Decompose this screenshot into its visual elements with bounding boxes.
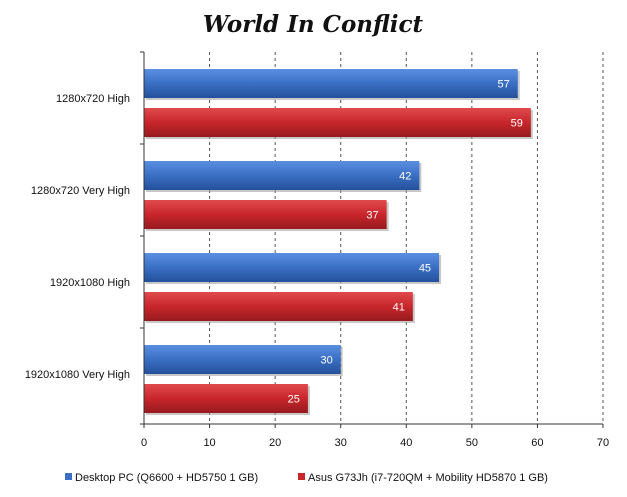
x-tick-label: 60	[531, 437, 543, 449]
bar-series-1	[144, 345, 341, 374]
legend-swatch	[65, 473, 72, 480]
legend-label: Asus G73Jh (i7-720QM + Mobility HD5870 1…	[308, 472, 548, 484]
x-tick-label: 20	[269, 437, 281, 449]
bar-series-2	[144, 108, 531, 137]
bar-series-2	[144, 200, 387, 229]
x-tick-label: 0	[141, 437, 147, 449]
x-tick-label: 10	[203, 437, 215, 449]
bar-value-label: 42	[399, 171, 411, 183]
bar-value-label: 30	[320, 355, 332, 367]
category-label: 1920x1080 High	[50, 277, 130, 289]
legend-label: Desktop PC (Q6600 + HD5750 1 GB)	[75, 472, 258, 484]
category-label: 1920x1080 Very High	[25, 369, 130, 381]
bar-series-2	[144, 292, 413, 321]
bar-series-1	[144, 253, 440, 282]
legend: Desktop PC (Q6600 + HD5750 1 GB) Asus G73…	[65, 472, 548, 484]
bar-value-label: 37	[366, 210, 378, 222]
bar-series-2	[144, 384, 308, 413]
x-tick-label: 40	[400, 437, 412, 449]
bar-value-label: 45	[419, 263, 431, 275]
x-tick-label: 50	[466, 437, 478, 449]
bars: 57 59 42 37 45 41 30 25	[144, 69, 533, 415]
bar-series-1	[144, 161, 420, 190]
bar-value-label: 25	[288, 394, 300, 406]
bar-series-1	[144, 69, 518, 98]
bar-value-label: 57	[498, 79, 510, 91]
x-tick-label: 70	[597, 437, 609, 449]
legend-swatch	[298, 473, 305, 480]
bar-value-label: 41	[393, 302, 405, 314]
x-tick-label: 30	[335, 437, 347, 449]
axes: 0 10 20 30 40 50 60 70 1280x720 High 1280x720 Ver…	[25, 51, 609, 449]
category-label: 1280x720 High	[56, 93, 130, 105]
bar-value-label: 59	[511, 118, 523, 130]
category-label: 1280x720 Very High	[31, 185, 130, 197]
chart-title: World In Conflict	[203, 11, 424, 38]
